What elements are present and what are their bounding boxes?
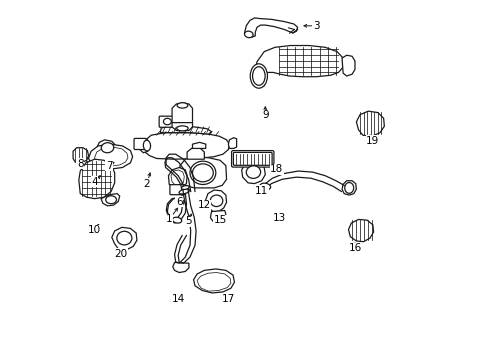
Polygon shape [179,157,226,188]
Ellipse shape [163,118,171,125]
Text: 7: 7 [105,161,112,171]
Ellipse shape [179,189,189,194]
Polygon shape [88,144,132,169]
FancyBboxPatch shape [134,138,146,149]
Text: 17: 17 [221,294,235,304]
FancyBboxPatch shape [99,159,111,170]
Polygon shape [172,123,192,131]
Text: 14: 14 [171,294,184,304]
Polygon shape [168,167,187,188]
FancyBboxPatch shape [159,116,175,127]
Ellipse shape [192,164,213,182]
Ellipse shape [176,126,188,131]
Ellipse shape [246,166,260,179]
Polygon shape [247,153,260,164]
Ellipse shape [117,231,132,245]
Polygon shape [79,159,115,199]
Text: 10: 10 [88,225,101,235]
Text: 2: 2 [143,179,150,189]
Text: 18: 18 [269,164,283,174]
Text: 12: 12 [197,200,210,210]
Polygon shape [341,55,354,76]
Ellipse shape [143,140,150,151]
Polygon shape [210,211,225,222]
Ellipse shape [101,143,114,153]
Polygon shape [171,170,184,185]
Ellipse shape [181,186,189,189]
FancyBboxPatch shape [233,152,271,165]
Ellipse shape [260,183,270,190]
Polygon shape [73,148,88,163]
Polygon shape [139,139,147,153]
Ellipse shape [344,183,353,193]
Polygon shape [112,227,137,250]
Ellipse shape [244,31,253,38]
Text: 9: 9 [262,111,268,121]
Text: 3: 3 [312,21,319,31]
Polygon shape [341,181,356,195]
Polygon shape [197,273,230,291]
Polygon shape [187,148,204,159]
Polygon shape [97,140,116,157]
Ellipse shape [105,196,116,204]
Polygon shape [193,269,234,293]
Text: 5: 5 [185,216,192,226]
Ellipse shape [177,103,187,108]
Polygon shape [94,147,128,166]
Text: 13: 13 [272,213,285,222]
Polygon shape [172,103,192,128]
Polygon shape [356,111,384,136]
Text: 4: 4 [91,177,98,187]
Polygon shape [192,142,205,148]
Text: 11: 11 [255,186,268,196]
Ellipse shape [172,217,182,223]
Polygon shape [172,262,188,273]
FancyBboxPatch shape [231,150,273,167]
Polygon shape [241,161,265,184]
Polygon shape [144,133,229,159]
Polygon shape [160,126,211,134]
Polygon shape [101,194,120,206]
Text: 20: 20 [114,248,127,258]
Ellipse shape [210,195,223,207]
Polygon shape [205,190,226,212]
Polygon shape [254,45,343,86]
FancyBboxPatch shape [169,185,185,195]
Polygon shape [98,156,111,168]
Ellipse shape [190,161,215,184]
Text: 19: 19 [366,136,379,145]
Text: 16: 16 [347,243,361,253]
Text: 1: 1 [165,215,172,224]
Ellipse shape [252,67,264,85]
Ellipse shape [250,64,267,88]
Text: 8: 8 [77,159,83,169]
Polygon shape [348,220,373,242]
Text: 15: 15 [213,215,226,225]
Text: 6: 6 [176,197,182,207]
Polygon shape [228,138,236,148]
Polygon shape [244,18,297,37]
